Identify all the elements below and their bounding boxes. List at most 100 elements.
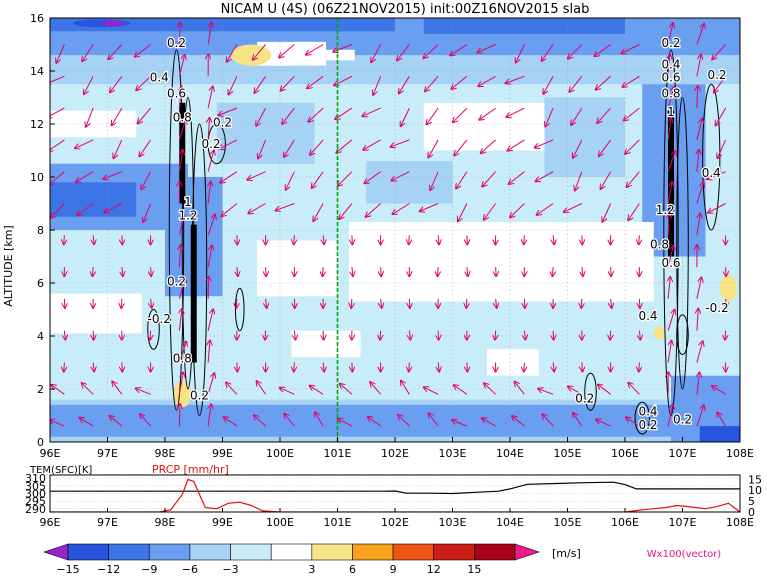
contour-label: 0.4 xyxy=(638,405,657,419)
contour-label: 0.2 xyxy=(190,389,209,403)
shade-region xyxy=(545,98,626,178)
wind-vector xyxy=(122,363,123,372)
colorbar-label: −6 xyxy=(182,563,198,575)
shade-region xyxy=(700,426,740,442)
wind-vector xyxy=(524,363,525,372)
precipitation-axis-label: PRCP [mm/hr] xyxy=(152,463,229,476)
colorbar-cap xyxy=(44,544,68,560)
surface-x-tick-label: 97E xyxy=(97,516,118,529)
wind-vector xyxy=(64,363,65,372)
x-tick-label: 108E xyxy=(726,447,754,460)
colorbar-label: −9 xyxy=(141,563,157,575)
colorbar-segment xyxy=(312,544,353,560)
wind-vector xyxy=(409,235,410,244)
wind-vector xyxy=(121,299,122,308)
colorbar-label: 9 xyxy=(390,563,397,575)
contour-label: 0.2 xyxy=(575,391,594,405)
wind-vector xyxy=(380,331,381,340)
x-tick-label: 106E xyxy=(611,447,639,460)
surface-x-tick-label: 104E xyxy=(496,516,524,529)
colorbar-segment xyxy=(393,544,434,560)
wind-vector xyxy=(92,267,93,276)
x-tick-label: 104E xyxy=(496,447,524,460)
colorbar-label: −12 xyxy=(97,563,120,575)
contour-label: 0.8 xyxy=(650,238,669,252)
contour-label: 0.8 xyxy=(661,87,680,101)
y-tick-label: 8 xyxy=(37,224,44,237)
colorbar-cap xyxy=(515,544,539,560)
surface-x-tick-label: 102E xyxy=(381,516,409,529)
contour-label: 0.6 xyxy=(661,71,680,85)
surface-x-tick-label: 100E xyxy=(266,516,294,529)
y-tick-label: 14 xyxy=(30,65,44,78)
wind-vector xyxy=(409,363,410,372)
contour-label: 1.2 xyxy=(656,203,675,217)
surface-x-tick-label: 96E xyxy=(40,516,61,529)
wind-vector xyxy=(495,331,496,340)
y-axis-label: ALTITUDE [km] xyxy=(2,225,15,306)
contour-label: 0.2 xyxy=(167,36,186,50)
wind-vector xyxy=(351,299,352,308)
y-tick-label: 2 xyxy=(37,383,44,396)
wind-vector xyxy=(437,267,438,276)
wind-vector xyxy=(581,299,582,308)
colorbar-segment xyxy=(109,544,150,560)
y-tick-label: 6 xyxy=(37,277,44,290)
contour-core xyxy=(191,225,197,363)
colorbar-label: 3 xyxy=(308,563,315,575)
surface-x-tick-label: 101E xyxy=(324,516,352,529)
shade-spot xyxy=(231,45,271,66)
shade-region xyxy=(424,103,545,151)
surface-x-tick-label: 98E xyxy=(155,516,176,529)
chart-title: NICAM U (4S) (06Z21NOV2015) init:00Z16NO… xyxy=(221,2,590,17)
colorbar-segment xyxy=(68,544,109,560)
x-tick-label: 99E xyxy=(212,447,233,460)
colorbar-segment xyxy=(474,544,515,560)
contour-label: 0.6 xyxy=(661,256,680,270)
shade-region xyxy=(217,103,315,164)
contour-label: 0.2 xyxy=(638,418,657,432)
colorbar-segment xyxy=(190,544,231,560)
contour-label: -0.2 xyxy=(148,312,171,326)
shade-spot xyxy=(654,327,666,340)
x-tick-label: 102E xyxy=(381,447,409,460)
colorbar-label: −15 xyxy=(56,563,79,575)
contour-label: 0.2 xyxy=(167,275,186,289)
shade-spot xyxy=(174,381,191,408)
shade-spot xyxy=(102,21,125,26)
contour-label: 0.2 xyxy=(673,412,692,426)
contour-label: 1 xyxy=(667,105,675,119)
y-tick-label: 0 xyxy=(37,436,44,449)
x-tick-label: 97E xyxy=(97,447,118,460)
x-tick-label: 105E xyxy=(554,447,582,460)
wind-vector xyxy=(294,235,295,244)
wind-vector xyxy=(524,235,525,244)
shade-region xyxy=(349,222,654,301)
contour-label: 1 xyxy=(184,195,192,209)
wind-vector xyxy=(64,235,65,244)
wind-vector xyxy=(237,363,238,372)
surface-x-tick-label: 106E xyxy=(611,516,639,529)
wind-vector xyxy=(265,331,266,340)
x-tick-label: 107E xyxy=(669,447,697,460)
surface-x-tick-label: 103E xyxy=(439,516,467,529)
x-tick-label: 101E xyxy=(324,447,352,460)
colorbar-label: −3 xyxy=(222,563,238,575)
shade-region xyxy=(292,331,361,358)
colorbar-segment xyxy=(231,544,272,560)
colorbar-segment xyxy=(271,544,312,560)
temperature-tick-label: 290 xyxy=(25,503,46,516)
colorbar-unit: [m/s] xyxy=(552,547,581,560)
y-tick-label: 4 xyxy=(37,330,44,343)
surface-x-tick-label: 108E xyxy=(726,516,754,529)
wind-vector xyxy=(466,299,467,308)
x-tick-label: 98E xyxy=(155,447,176,460)
contour-label: 0.4 xyxy=(638,309,657,323)
x-tick-label: 103E xyxy=(439,447,467,460)
